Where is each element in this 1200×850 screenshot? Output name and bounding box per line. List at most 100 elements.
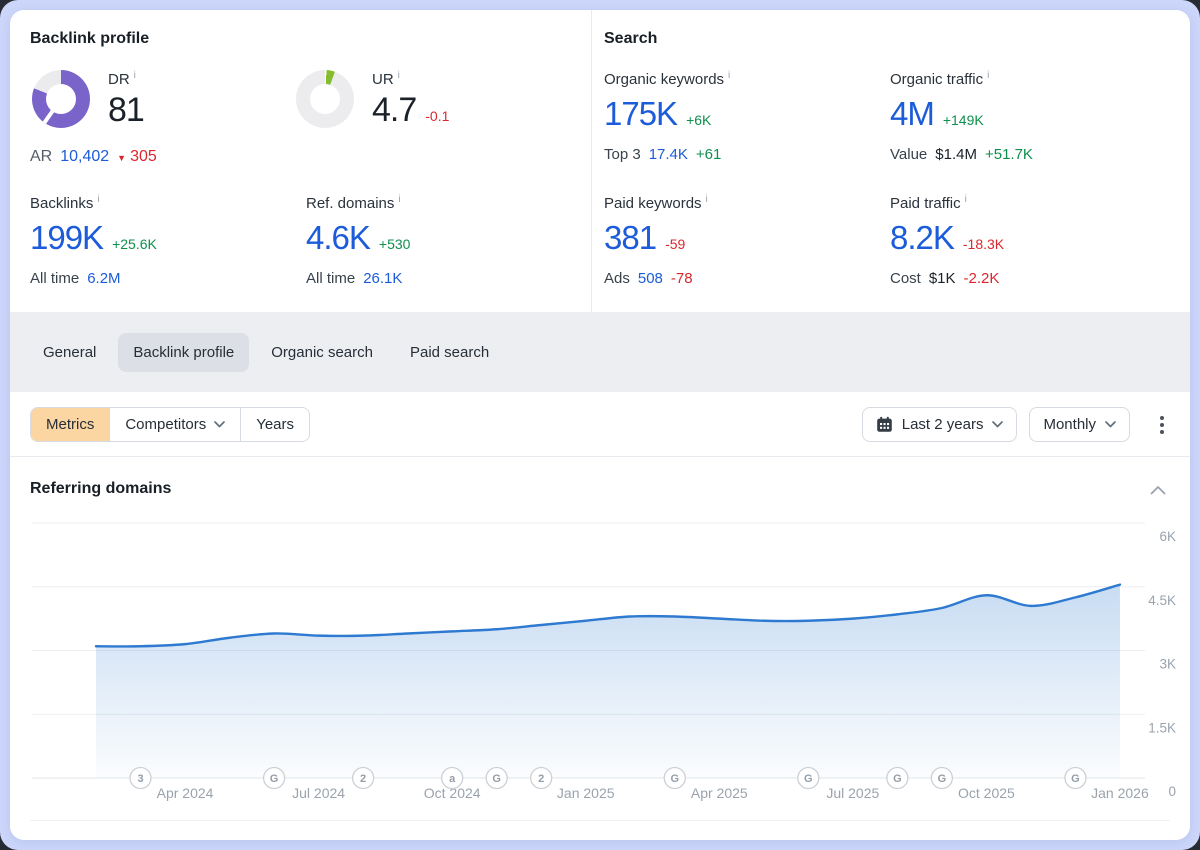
chart-toolbar: Metrics Competitors Years: [10, 407, 1190, 442]
info-icon[interactable]: [398, 70, 400, 81]
ar-rank-row: AR 10,402 305: [30, 148, 157, 166]
paid-traffic-label: Paid traffic: [890, 195, 961, 212]
cost-value: $1K: [928, 270, 956, 287]
svg-text:Jan 2026: Jan 2026: [1091, 785, 1149, 801]
tab-organic-search[interactable]: Organic search: [271, 343, 373, 361]
organic-keywords-metric: Organic keywords 175K +6K Top 3 17.4K +6…: [604, 70, 876, 163]
traffic-value-delta: +51.7K: [984, 146, 1033, 163]
dr-metric: DR 81: [32, 70, 145, 130]
ur-gauge-donut: [296, 70, 354, 128]
chevron-down-icon: [1105, 421, 1116, 428]
paid-keywords-value[interactable]: 381: [604, 219, 657, 256]
card-bottom-divider: [30, 820, 1170, 821]
dr-value: 81: [108, 91, 145, 129]
info-icon[interactable]: [728, 70, 730, 81]
ar-delta: 305: [130, 148, 157, 165]
organic-keywords-delta: +6K: [686, 112, 712, 128]
ur-label: UR: [372, 71, 394, 88]
ur-value: 4.7: [372, 91, 417, 129]
down-triangle-icon: [117, 153, 126, 163]
referring-domains-chart[interactable]: 0 1.5K 3K 4.5K 6K Apr 2024 Jul 2024 Oct 2024 Jan…: [20, 505, 1180, 815]
paid-keywords-delta: -59: [665, 236, 686, 252]
organic-traffic-metric: Organic traffic 4M +149K Value $1.4M +51…: [890, 70, 1162, 163]
ar-value[interactable]: 10,402: [60, 148, 110, 165]
svg-text:2: 2: [360, 773, 366, 785]
report-tabs: General Backlink profile Organic search …: [10, 312, 1190, 392]
svg-text:G: G: [1071, 773, 1080, 785]
ads-label: Ads: [604, 270, 630, 287]
chart-card: Metrics Competitors Years: [10, 392, 1190, 840]
backlinks-label: Backlinks: [30, 195, 94, 212]
ref-domains-label: Ref. domains: [306, 195, 395, 212]
info-icon[interactable]: [965, 194, 967, 205]
svg-text:G: G: [270, 773, 279, 785]
view-mode-segmented-control: Metrics Competitors Years: [30, 407, 311, 442]
traffic-value-label: Value: [890, 146, 928, 163]
svg-text:G: G: [938, 773, 947, 785]
svg-text:Apr 2024: Apr 2024: [157, 785, 214, 801]
info-icon[interactable]: [134, 70, 136, 81]
svg-text:Oct 2025: Oct 2025: [958, 785, 1015, 801]
organic-keywords-label: Organic keywords: [604, 71, 725, 88]
paid-traffic-value[interactable]: 8.2K: [890, 219, 955, 256]
info-icon[interactable]: [987, 70, 989, 81]
collapse-section-button[interactable]: [1148, 480, 1168, 502]
interval-button[interactable]: Monthly: [1029, 407, 1130, 442]
tab-paid-search[interactable]: Paid search: [409, 343, 490, 361]
metrics-segment-button[interactable]: Metrics: [31, 408, 110, 441]
organic-traffic-delta: +149K: [942, 112, 984, 128]
cost-label: Cost: [890, 270, 921, 287]
ref-domains-value[interactable]: 4.6K: [306, 219, 371, 256]
cost-delta: -2.2K: [963, 270, 1000, 287]
dashboard-panel: Backlink profile DR 81 AR 10,402 305: [10, 10, 1190, 840]
backlink-profile-title: Backlink profile: [30, 30, 150, 47]
svg-text:2: 2: [538, 773, 544, 785]
info-icon[interactable]: [398, 194, 400, 205]
svg-text:G: G: [492, 773, 501, 785]
ar-label: AR: [30, 148, 53, 165]
tab-general[interactable]: General: [43, 343, 97, 361]
svg-text:3K: 3K: [1159, 657, 1176, 672]
more-options-button[interactable]: [1154, 409, 1170, 441]
backlinks-sub-label: All time: [30, 270, 80, 287]
search-title: Search: [604, 30, 658, 47]
backlinks-sub-value[interactable]: 6.2M: [87, 270, 121, 287]
top3-value[interactable]: 17.4K: [648, 146, 688, 163]
organic-traffic-label: Organic traffic: [890, 71, 984, 88]
overview-metrics-section: Backlink profile DR 81 AR 10,402 305: [10, 10, 1190, 312]
chevron-down-icon: [214, 421, 226, 428]
info-icon[interactable]: [706, 194, 708, 205]
organic-keywords-value[interactable]: 175K: [604, 95, 678, 132]
ref-domains-sub-value[interactable]: 26.1K: [363, 270, 403, 287]
organic-traffic-value[interactable]: 4M: [890, 95, 935, 132]
years-segment-button[interactable]: Years: [240, 408, 310, 441]
info-icon[interactable]: [97, 194, 99, 205]
svg-text:Oct 2024: Oct 2024: [424, 785, 481, 801]
svg-text:Apr 2025: Apr 2025: [691, 785, 748, 801]
tab-backlink-profile[interactable]: Backlink profile: [118, 332, 250, 372]
svg-text:1.5K: 1.5K: [1148, 720, 1176, 735]
backlinks-metric: Backlinks 199K +25.6K All time 6.2M: [30, 194, 302, 287]
svg-text:Jul 2025: Jul 2025: [826, 785, 879, 801]
ur-delta: -0.1: [425, 108, 450, 124]
referring-domains-heading: Referring domains: [30, 480, 172, 497]
toolbar-divider: [10, 456, 1190, 457]
paid-keywords-metric: Paid keywords 381 -59 Ads 508 -78: [604, 194, 876, 287]
ref-domains-metric: Ref. domains 4.6K +530 All time 26.1K: [306, 194, 578, 287]
traffic-value-amount: $1.4M: [935, 146, 977, 163]
paid-traffic-metric: Paid traffic 8.2K -18.3K Cost $1K -2.2K: [890, 194, 1162, 287]
competitors-segment-button[interactable]: Competitors: [109, 408, 241, 441]
svg-text:4.5K: 4.5K: [1148, 593, 1176, 608]
backlinks-value[interactable]: 199K: [30, 219, 104, 256]
chevron-up-icon: [1150, 486, 1166, 495]
dr-gauge-donut: [32, 70, 90, 128]
date-range-button[interactable]: Last 2 years: [861, 407, 1018, 442]
svg-text:a: a: [449, 773, 456, 785]
svg-text:3: 3: [137, 773, 143, 785]
ref-domains-sub-label: All time: [306, 270, 356, 287]
svg-text:Jul 2024: Jul 2024: [292, 785, 345, 801]
svg-text:0: 0: [1168, 784, 1176, 799]
top3-label: Top 3: [604, 146, 641, 163]
ads-value[interactable]: 508: [637, 270, 663, 287]
